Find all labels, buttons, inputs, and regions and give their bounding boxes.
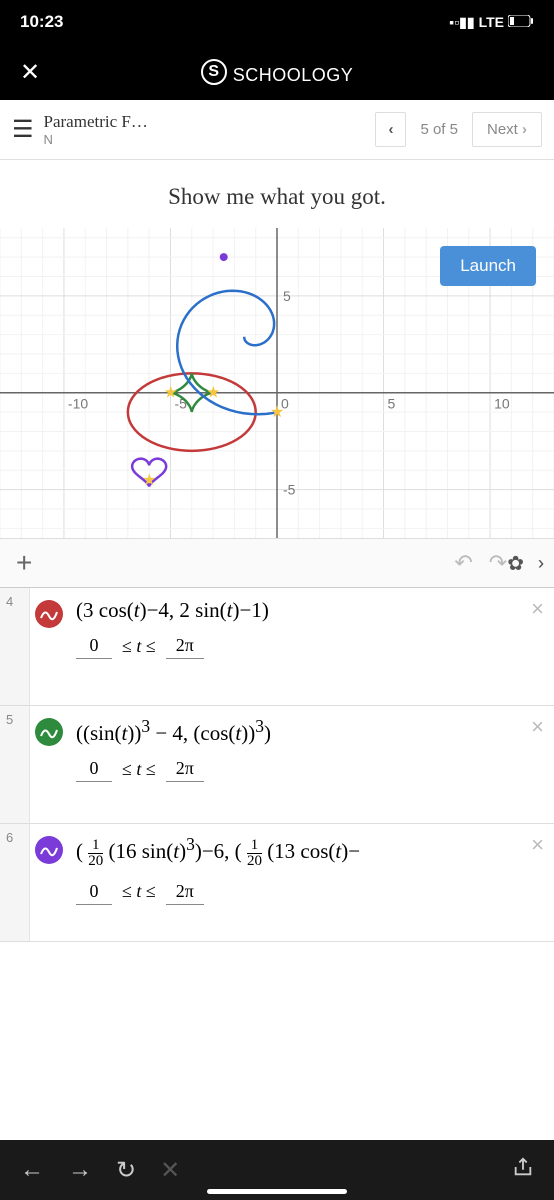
svg-text:5: 5 <box>388 396 396 412</box>
stop-icon: ✕ <box>160 1156 180 1185</box>
svg-text:-10: -10 <box>68 396 88 412</box>
next-button[interactable]: Next › <box>472 112 542 147</box>
equation-row[interactable]: 4 (3 cos(t)−4, 2 sin(t)−1) 0 ≤ t ≤ 2π × <box>0 588 554 706</box>
equation-range[interactable]: 0 ≤ t ≤ 2π <box>76 756 546 782</box>
prompt-text: Show me what you got. <box>0 160 554 228</box>
delete-equation-icon[interactable]: × <box>531 832 544 858</box>
reload-icon[interactable]: ↻ <box>116 1156 136 1185</box>
forward-icon[interactable]: → <box>68 1156 92 1184</box>
battery-icon <box>508 14 534 30</box>
redo-button[interactable]: ↷ <box>489 550 507 576</box>
nav-title-sub: N <box>44 132 366 147</box>
share-icon[interactable] <box>512 1156 534 1185</box>
delete-equation-icon[interactable]: × <box>531 596 544 622</box>
range-low[interactable]: 0 <box>76 756 112 782</box>
nav-title-main: Parametric F… <box>44 112 366 132</box>
equation-body[interactable]: ( 120 (16 sin(t)3)−6, ( 120 (13 cos(t)− … <box>68 824 554 941</box>
equation-toolbar: + ↶ ↷ ✿ ›› <box>0 538 554 588</box>
home-indicator[interactable] <box>207 1189 347 1194</box>
graph-area[interactable]: Launch -10-505105-5★★★★ <box>0 228 554 538</box>
status-right: ▪▫▮▮ LTE <box>449 14 534 31</box>
equation-range[interactable]: 0 ≤ t ≤ 2π <box>76 633 546 659</box>
range-low[interactable]: 0 <box>76 633 112 659</box>
svg-text:★: ★ <box>163 385 177 402</box>
equation-formula[interactable]: ((sin(t))3 − 4, (cos(t))3) <box>76 716 546 746</box>
prev-button[interactable]: ‹ <box>375 112 406 147</box>
nav-title: Parametric F… N <box>44 112 366 147</box>
settings-icon[interactable]: ✿ <box>507 551 524 576</box>
equation-formula[interactable]: (3 cos(t)−4, 2 sin(t)−1) <box>76 598 546 623</box>
add-equation-button[interactable]: + <box>16 547 32 578</box>
signal-icon: ▪▫▮▮ <box>449 14 474 31</box>
hamburger-icon[interactable]: ☰ <box>12 115 34 144</box>
network-label: LTE <box>479 14 504 30</box>
svg-text:-5: -5 <box>283 482 296 498</box>
equation-row[interactable]: 5 ((sin(t))3 − 4, (cos(t))3) 0 ≤ t ≤ 2π … <box>0 706 554 824</box>
status-time: 10:23 <box>20 12 63 32</box>
equation-color-toggle[interactable] <box>30 824 68 941</box>
main-content: Show me what you got. Launch -10-505105-… <box>0 160 554 1200</box>
equation-color-toggle[interactable] <box>30 706 68 823</box>
close-icon[interactable]: ✕ <box>20 58 40 87</box>
equation-body[interactable]: ((sin(t))3 − 4, (cos(t))3) 0 ≤ t ≤ 2π <box>68 706 554 823</box>
undo-button[interactable]: ↶ <box>454 550 472 576</box>
equation-index: 6 <box>0 824 30 941</box>
equation-index: 5 <box>0 706 30 823</box>
range-high[interactable]: 2π <box>166 633 204 659</box>
range-high[interactable]: 2π <box>166 879 204 905</box>
app-header: ✕ S schoology <box>0 44 554 100</box>
svg-text:10: 10 <box>494 396 510 412</box>
page-counter: 5 of 5 <box>416 113 462 146</box>
equation-index: 4 <box>0 588 30 705</box>
delete-equation-icon[interactable]: × <box>531 714 544 740</box>
equation-body[interactable]: (3 cos(t)−4, 2 sin(t)−1) 0 ≤ t ≤ 2π <box>68 588 554 705</box>
range-low[interactable]: 0 <box>76 879 112 905</box>
launch-button[interactable]: Launch <box>440 246 536 286</box>
equation-color-toggle[interactable] <box>30 588 68 705</box>
equation-row[interactable]: 6 ( 120 (16 sin(t)3)−6, ( 120 (13 cos(t)… <box>0 824 554 942</box>
nav-bar: ☰ Parametric F… N ‹ 5 of 5 Next › <box>0 100 554 160</box>
range-high[interactable]: 2π <box>166 756 204 782</box>
equation-formula[interactable]: ( 120 (16 sin(t)3)−6, ( 120 (13 cos(t)− <box>76 834 546 869</box>
logo: S schoology <box>201 57 354 88</box>
svg-text:★: ★ <box>270 404 284 421</box>
svg-text:★: ★ <box>206 385 220 402</box>
status-bar: 10:23 ▪▫▮▮ LTE <box>0 0 554 44</box>
svg-text:★: ★ <box>142 472 156 489</box>
equation-range[interactable]: 0 ≤ t ≤ 2π <box>76 879 546 905</box>
back-icon[interactable]: ← <box>20 1156 44 1184</box>
logo-text: schoology <box>233 57 354 88</box>
equation-list: 4 (3 cos(t)−4, 2 sin(t)−1) 0 ≤ t ≤ 2π × … <box>0 588 554 942</box>
svg-text:5: 5 <box>283 288 291 304</box>
logo-s-icon: S <box>201 59 227 85</box>
